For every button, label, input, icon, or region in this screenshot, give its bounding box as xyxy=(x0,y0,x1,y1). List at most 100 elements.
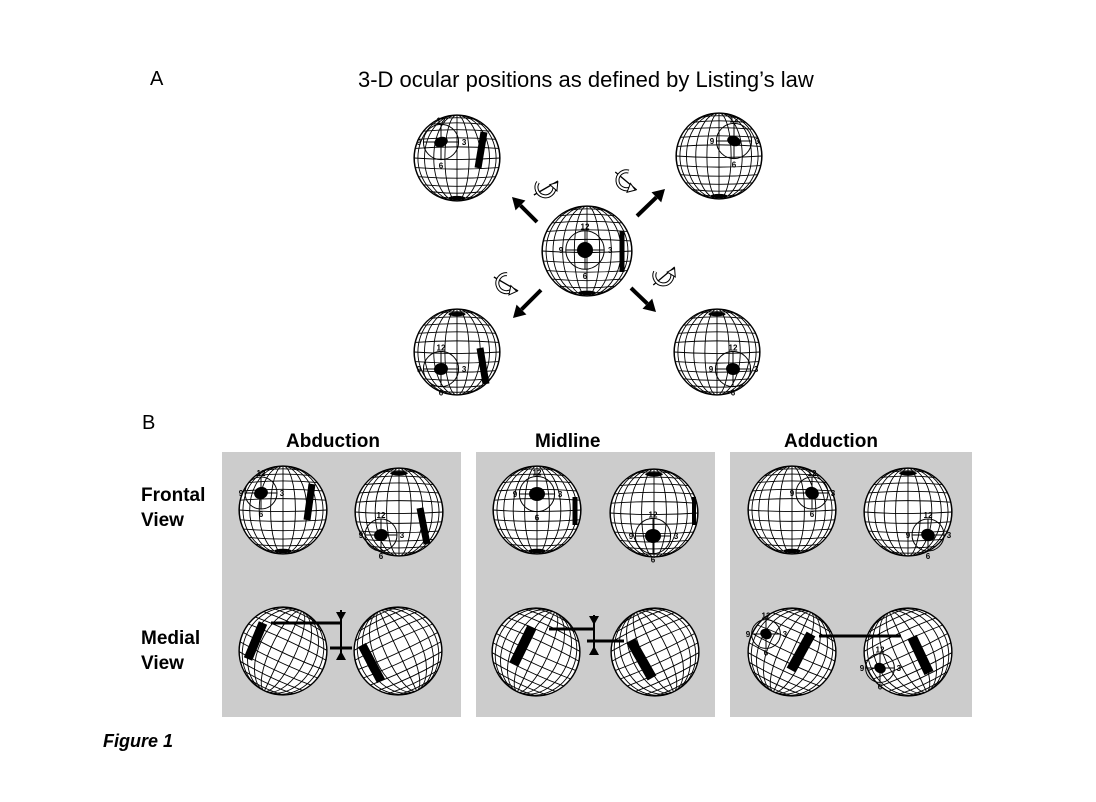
label-3: 3 xyxy=(754,365,759,374)
adduction-frontal-right-pupil: 12 9 3 6 xyxy=(906,511,952,561)
label-6: 6 xyxy=(810,510,815,519)
arrow-down-left-icon xyxy=(513,288,543,318)
upper-left-eye-marker xyxy=(474,131,488,169)
midline-medial-right-eye-icon xyxy=(610,607,700,697)
row-heading-medial-view-word: View xyxy=(141,653,184,674)
label-3: 3 xyxy=(462,365,467,374)
label-12: 12 xyxy=(730,115,739,124)
label-6: 6 xyxy=(878,683,883,692)
label-3: 3 xyxy=(400,531,405,540)
midline-gap-arrow-down-icon xyxy=(589,616,599,625)
abduction-gap-arrow-up-icon xyxy=(336,651,346,660)
lower-left-eye-pupil: 12 9 3 6 xyxy=(417,343,467,397)
label-6: 6 xyxy=(926,552,931,561)
midline-gap-arrow-up-icon xyxy=(589,646,599,655)
label-12: 12 xyxy=(581,223,590,232)
arrow-up-left-icon xyxy=(512,197,539,224)
label-9: 9 xyxy=(746,630,751,639)
abduction-medial-left-marker xyxy=(243,621,268,661)
upper-right-eye-pupil: 12 9 3 6 xyxy=(710,115,760,169)
label-12: 12 xyxy=(762,612,771,621)
label-6: 6 xyxy=(259,510,264,519)
label-9: 9 xyxy=(906,531,911,540)
abduction-frontal-left-pupil: 12 9 3 6 xyxy=(239,469,285,519)
label-3: 3 xyxy=(897,664,902,673)
abduction-frontal-right-pupil: 12 9 3 6 xyxy=(359,511,405,561)
midline-medial-left-marker xyxy=(509,624,537,667)
label-12: 12 xyxy=(924,511,933,520)
label-9: 9 xyxy=(629,532,634,541)
label-6: 6 xyxy=(583,272,588,281)
abduction-frontal-left-marker xyxy=(303,483,316,521)
label-9: 9 xyxy=(709,365,714,374)
label-9: 9 xyxy=(417,138,422,147)
label-3: 3 xyxy=(674,532,679,541)
adduction-frontal-right-eye-icon xyxy=(863,467,953,557)
adduction-frontal-left-pupil: 12 9 3 6 xyxy=(790,469,836,519)
adduction-medial-left-marker xyxy=(786,631,816,673)
label-3: 3 xyxy=(947,531,952,540)
label-3: 3 xyxy=(831,489,836,498)
upper-left-eye-pupil: 12 9 3 6 xyxy=(417,116,467,170)
label-3: 3 xyxy=(280,489,285,498)
label-12: 12 xyxy=(377,511,386,520)
lower-right-eye-pupil: 12 9 3 6 xyxy=(709,343,759,397)
adduction-medial-right-eye-icon xyxy=(863,607,953,697)
abduction-medial-left-eye-icon xyxy=(238,606,328,696)
arrow-down-right-icon xyxy=(629,286,656,312)
label-3: 3 xyxy=(608,246,613,255)
label-9: 9 xyxy=(417,365,422,374)
adduction-medial-left-pupil: 12 9 3 6 xyxy=(746,612,788,658)
label-9: 9 xyxy=(790,489,795,498)
axis-up-right-icon xyxy=(614,169,638,194)
axis-down-left-icon xyxy=(493,272,519,296)
midline-frontal-right-pupil: 12 9 3 6 xyxy=(629,510,679,564)
label-9: 9 xyxy=(359,531,364,540)
row-heading-frontal-view-word: View xyxy=(141,510,184,531)
label-6: 6 xyxy=(439,388,444,397)
center-eye-pupil: 12 9 3 6 xyxy=(559,223,613,281)
abduction-frontal-right-marker xyxy=(416,507,431,545)
adduction-medial-right-marker xyxy=(907,634,934,676)
column-heading-adduction: Adduction xyxy=(784,431,878,452)
panel-a-title: 3-D ocular positions as defined by Listi… xyxy=(358,67,814,92)
column-heading-abduction: Abduction xyxy=(286,431,380,452)
abduction-frontal-left-eye-icon xyxy=(238,465,328,555)
label-9: 9 xyxy=(860,664,865,673)
label-12: 12 xyxy=(649,510,658,519)
adduction-medial-left-eye-icon xyxy=(747,607,837,697)
abduction-medial-right-marker xyxy=(358,642,385,684)
label-12: 12 xyxy=(437,116,446,125)
midline-frontal-left-pupil: 12 9 3 6 xyxy=(513,468,563,522)
adduction-frontal-left-eye-icon xyxy=(747,465,837,555)
row-heading-frontal-view: Frontal View xyxy=(141,483,231,533)
midline-medial-left-eye-icon xyxy=(491,607,581,697)
label-12: 12 xyxy=(729,343,738,352)
upper-right-eye-globe-icon xyxy=(675,112,763,200)
label-6: 6 xyxy=(651,555,656,564)
arrow-up-right-icon xyxy=(635,189,665,218)
label-9: 9 xyxy=(239,489,244,498)
adduction-medial-right-pupil: 12 9 3 6 xyxy=(860,646,902,692)
label-6: 6 xyxy=(764,649,769,658)
axis-up-left-icon xyxy=(533,180,559,199)
midline-medial-right-marker xyxy=(626,638,657,681)
row-heading-frontal: Frontal xyxy=(141,485,206,506)
label-3: 3 xyxy=(755,137,760,146)
panel-a-letter: A xyxy=(150,68,164,90)
label-12: 12 xyxy=(876,646,885,655)
label-12: 12 xyxy=(533,468,542,477)
label-6: 6 xyxy=(732,160,737,169)
abduction-medial-right-eye-icon xyxy=(353,606,443,696)
panel-b-letter: B xyxy=(142,412,156,434)
label-3: 3 xyxy=(558,490,563,499)
axis-down-right-icon xyxy=(652,266,676,287)
label-6: 6 xyxy=(535,513,540,522)
lower-left-eye-globe-icon xyxy=(413,308,501,396)
label-12: 12 xyxy=(437,343,446,352)
lower-left-eye-marker xyxy=(476,347,490,385)
label-6: 6 xyxy=(731,388,736,397)
label-12: 12 xyxy=(808,469,817,478)
lower-right-eye-globe-icon xyxy=(673,308,761,396)
